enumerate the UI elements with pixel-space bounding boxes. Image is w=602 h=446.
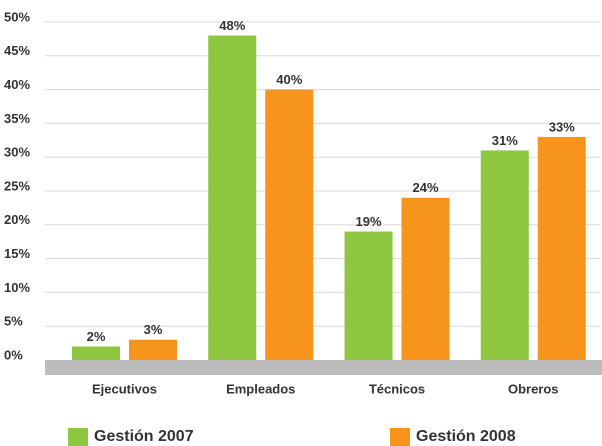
y-tick-label: 30% <box>4 145 30 160</box>
legend-label: Gestión 2008 <box>416 428 516 445</box>
baseline-band <box>45 360 602 375</box>
x-tick-label: Técnicos <box>369 381 425 396</box>
value-label: 40% <box>276 72 302 87</box>
bar <box>72 346 120 360</box>
x-tick-label: Obreros <box>508 381 559 396</box>
legend-swatch <box>68 428 88 446</box>
value-label: 2% <box>87 329 106 344</box>
y-tick-label: 0% <box>4 347 23 362</box>
value-label: 24% <box>412 180 438 195</box>
value-label: 19% <box>355 214 381 229</box>
x-tick-label: Empleados <box>226 381 295 396</box>
y-tick-label: 45% <box>4 43 30 58</box>
legend-swatch <box>390 428 410 446</box>
bar <box>129 339 177 360</box>
value-label: 3% <box>144 322 163 337</box>
bar <box>344 231 393 360</box>
value-label: 48% <box>219 18 245 33</box>
bar <box>537 136 586 360</box>
y-tick-label: 20% <box>4 212 30 227</box>
bar <box>265 89 314 360</box>
y-tick-label: 50% <box>4 9 30 24</box>
bar <box>480 150 529 360</box>
x-tick-label: Ejecutivos <box>92 381 157 396</box>
legend-label: Gestión 2007 <box>94 428 194 445</box>
value-label: 31% <box>492 133 518 148</box>
y-tick-label: 5% <box>4 314 23 329</box>
y-tick-label: 10% <box>4 280 30 295</box>
bar <box>208 35 257 361</box>
bar <box>401 197 450 360</box>
value-label: 33% <box>549 119 575 134</box>
y-tick-label: 25% <box>4 178 30 193</box>
y-tick-label: 15% <box>4 246 30 261</box>
y-tick-label: 40% <box>4 77 30 92</box>
y-tick-label: 35% <box>4 111 30 126</box>
